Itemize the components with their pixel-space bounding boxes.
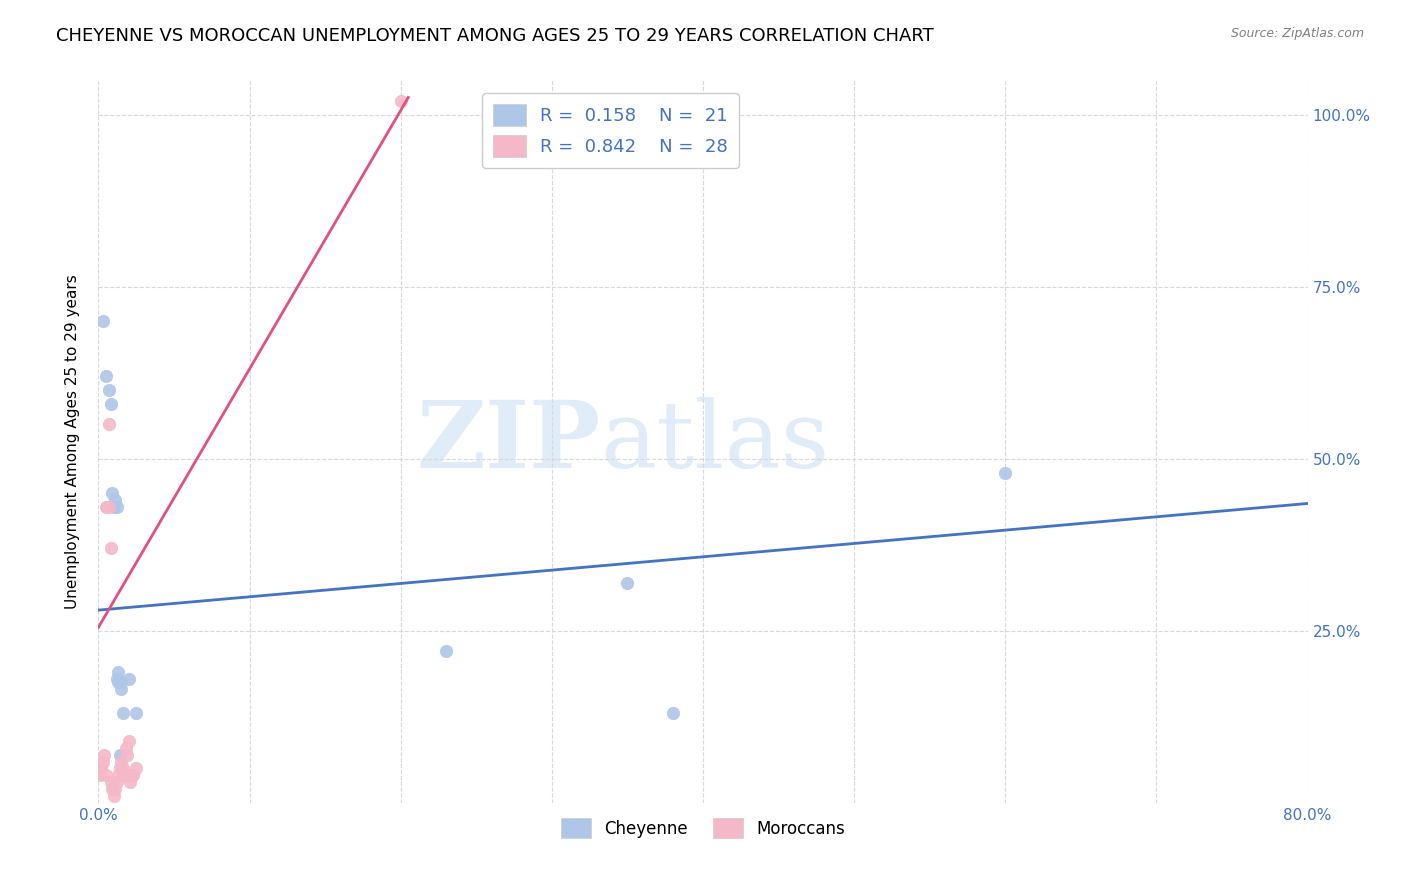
Point [105, 775, 128, 789]
Point [94, 369, 117, 384]
Point [89, 768, 111, 782]
Y-axis label: Unemployment Among Ages 25 to 29 years: Unemployment Among Ages 25 to 29 years [65, 274, 80, 609]
Point [616, 575, 638, 590]
Point [98, 417, 121, 432]
Point [114, 740, 136, 755]
Point [108, 761, 131, 775]
Point [107, 768, 129, 782]
Point [91, 755, 114, 769]
Point [94, 500, 117, 514]
Point [110, 682, 132, 697]
Point [111, 706, 134, 721]
Point [121, 768, 143, 782]
Point [96, 500, 118, 514]
Point [112, 768, 135, 782]
Point [105, 500, 128, 514]
Point [93, 747, 115, 762]
Point [103, 789, 125, 803]
Point [100, 775, 122, 789]
Point [389, 94, 412, 108]
Point [125, 706, 148, 721]
Point [100, 397, 122, 411]
Point [661, 706, 683, 721]
Point [122, 768, 145, 782]
Point [107, 665, 129, 679]
Point [100, 541, 122, 556]
Point [107, 675, 129, 690]
Point [94, 768, 117, 782]
Text: atlas: atlas [600, 397, 830, 486]
Point [118, 672, 141, 686]
Point [108, 747, 131, 762]
Legend: Cheyenne, Moroccans: Cheyenne, Moroccans [554, 812, 852, 845]
Point [90, 761, 112, 775]
Point [994, 466, 1017, 480]
Point [115, 747, 138, 762]
Point [104, 493, 127, 508]
Point [98, 500, 121, 514]
Point [91, 314, 114, 328]
Point [101, 486, 124, 500]
Point [98, 383, 121, 397]
Point [105, 672, 128, 686]
Point [110, 755, 132, 769]
Point [111, 761, 134, 775]
Point [103, 500, 125, 514]
Point [125, 761, 148, 775]
Point [104, 782, 127, 797]
Point [101, 782, 124, 797]
Text: Source: ZipAtlas.com: Source: ZipAtlas.com [1230, 27, 1364, 40]
Point [434, 644, 457, 658]
Text: CHEYENNE VS MOROCCAN UNEMPLOYMENT AMONG AGES 25 TO 29 YEARS CORRELATION CHART: CHEYENNE VS MOROCCAN UNEMPLOYMENT AMONG … [56, 27, 934, 45]
Text: ZIP: ZIP [416, 397, 600, 486]
Point [118, 734, 141, 748]
Point [110, 675, 132, 690]
Point [120, 775, 142, 789]
